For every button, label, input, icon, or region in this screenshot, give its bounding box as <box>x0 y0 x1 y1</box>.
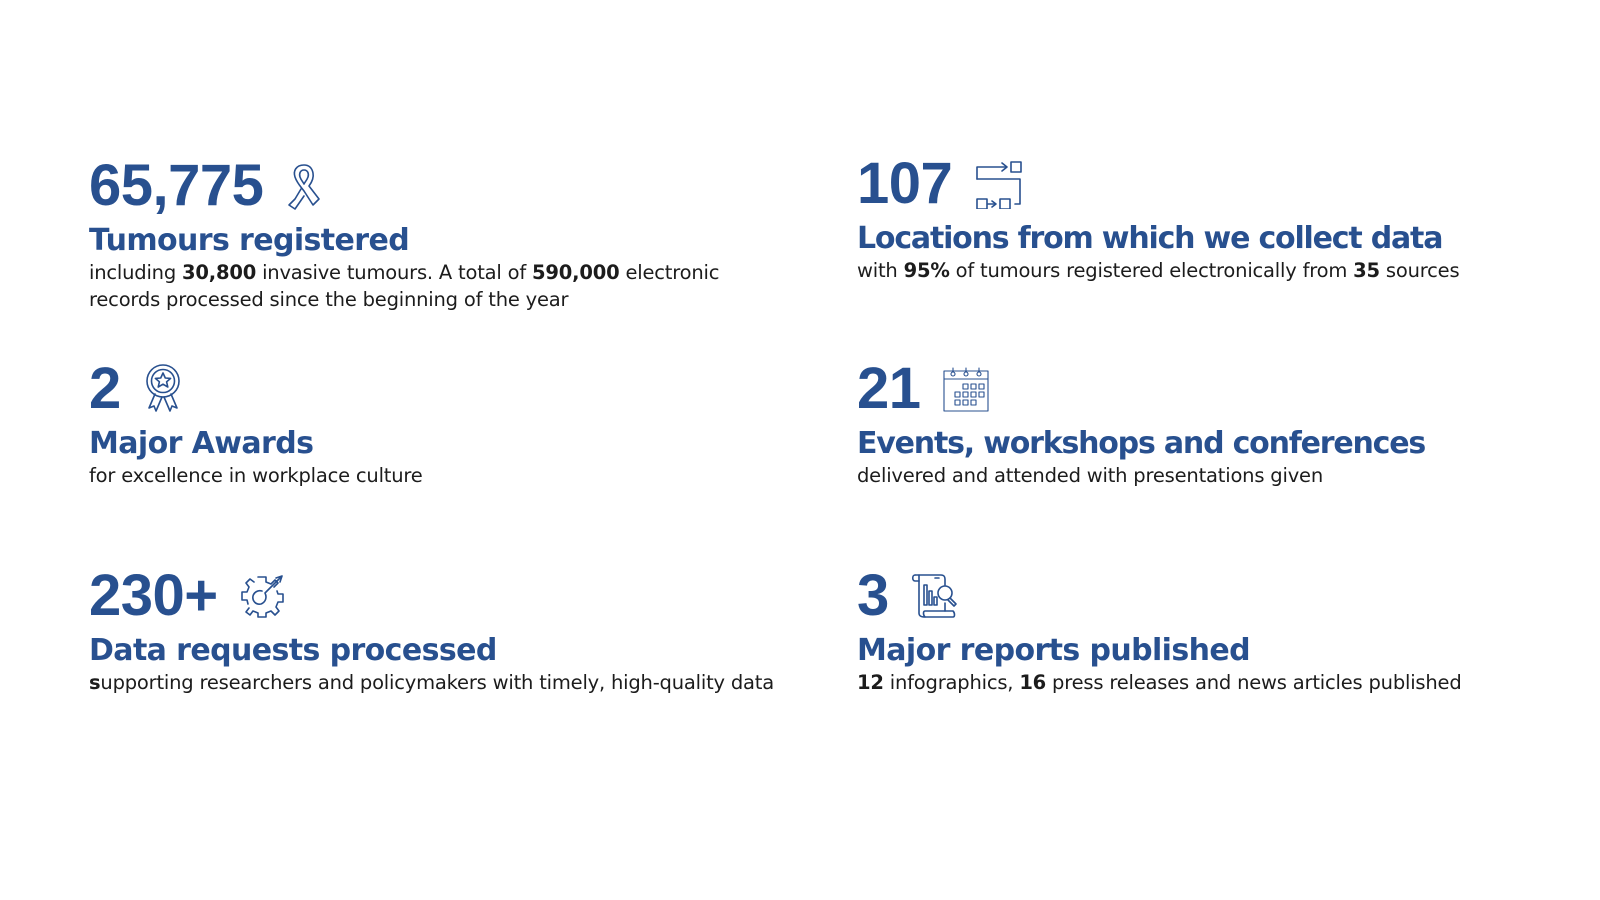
desc-text: with <box>857 259 904 282</box>
desc-highlight: 590,000 <box>532 261 620 284</box>
desc-highlight: 16 <box>1019 671 1047 694</box>
stat-title: Locations from which we collect data <box>857 221 1443 256</box>
desc-text: including <box>89 261 183 284</box>
desc-text: delivered and attended with presentation… <box>857 464 1323 487</box>
desc-text: upporting researchers and policymakers w… <box>100 671 774 694</box>
awareness-ribbon-icon <box>285 161 323 211</box>
desc-text: of tumours registered electronically fro… <box>949 259 1354 282</box>
stat-major-reports: 3 Major reports published 12 infographic… <box>857 565 1497 696</box>
stat-description: with 95% of tumours registered electroni… <box>857 257 1497 284</box>
calendar-icon <box>942 366 989 412</box>
stat-description: including 30,800 invasive tumours. A tot… <box>89 259 769 313</box>
stat-number: 65,775 <box>89 153 264 218</box>
desc-highlight: 30,800 <box>182 261 257 284</box>
stat-description: 12 infographics, 16 press releases and n… <box>857 669 1497 696</box>
stat-tumours-registered: 65,775 Tumours registered including 30,8… <box>89 155 769 313</box>
stat-header: 230+ <box>89 565 809 627</box>
desc-text: for excellence in workplace culture <box>89 464 423 487</box>
data-flow-icon <box>974 159 1024 209</box>
stat-events: 21 Events, workshops and conferences del… <box>857 358 1497 489</box>
desc-highlight: 35 <box>1353 259 1380 282</box>
stat-locations: 107 Locations from which we collect data… <box>857 153 1497 284</box>
desc-highlight: s <box>89 671 101 694</box>
desc-highlight: 95% <box>903 259 950 282</box>
stat-number: 3 <box>857 563 889 628</box>
stat-title: Data requests processed <box>89 633 497 668</box>
stat-description: for excellence in workplace culture <box>89 462 769 489</box>
desc-text: electronic records processed since the b… <box>89 261 720 311</box>
desc-text: infographics, <box>883 671 1020 694</box>
stat-number: 2 <box>89 356 121 421</box>
stat-header: 65,775 <box>89 155 769 217</box>
stat-description: delivered and attended with presentation… <box>857 462 1497 489</box>
stat-major-awards: 2 Major Awards for excellence in workpla… <box>89 358 769 489</box>
stat-title: Tumours registered <box>89 223 410 258</box>
award-medal-icon <box>143 363 183 415</box>
stat-header: 107 <box>857 153 1497 215</box>
stat-header: 2 <box>89 358 769 420</box>
stat-description: supporting researchers and policymakers … <box>89 669 809 696</box>
stat-header: 3 <box>857 565 1497 627</box>
stat-number: 230+ <box>89 563 218 628</box>
stat-number: 21 <box>857 356 921 421</box>
stat-title: Major reports published <box>857 633 1251 668</box>
stat-title: Events, workshops and conferences <box>857 426 1426 461</box>
desc-text: press releases and news articles publish… <box>1046 671 1462 694</box>
report-analysis-icon <box>911 573 959 619</box>
stat-header: 21 <box>857 358 1497 420</box>
gear-arrow-icon <box>240 574 284 618</box>
desc-highlight: 12 <box>857 671 884 694</box>
desc-text: sources <box>1379 259 1460 282</box>
desc-text: invasive tumours. A total of <box>256 261 533 284</box>
stat-number: 107 <box>857 151 953 216</box>
stat-data-requests: 230+ Data requests processed supporting … <box>89 565 809 696</box>
stat-title: Major Awards <box>89 426 314 461</box>
